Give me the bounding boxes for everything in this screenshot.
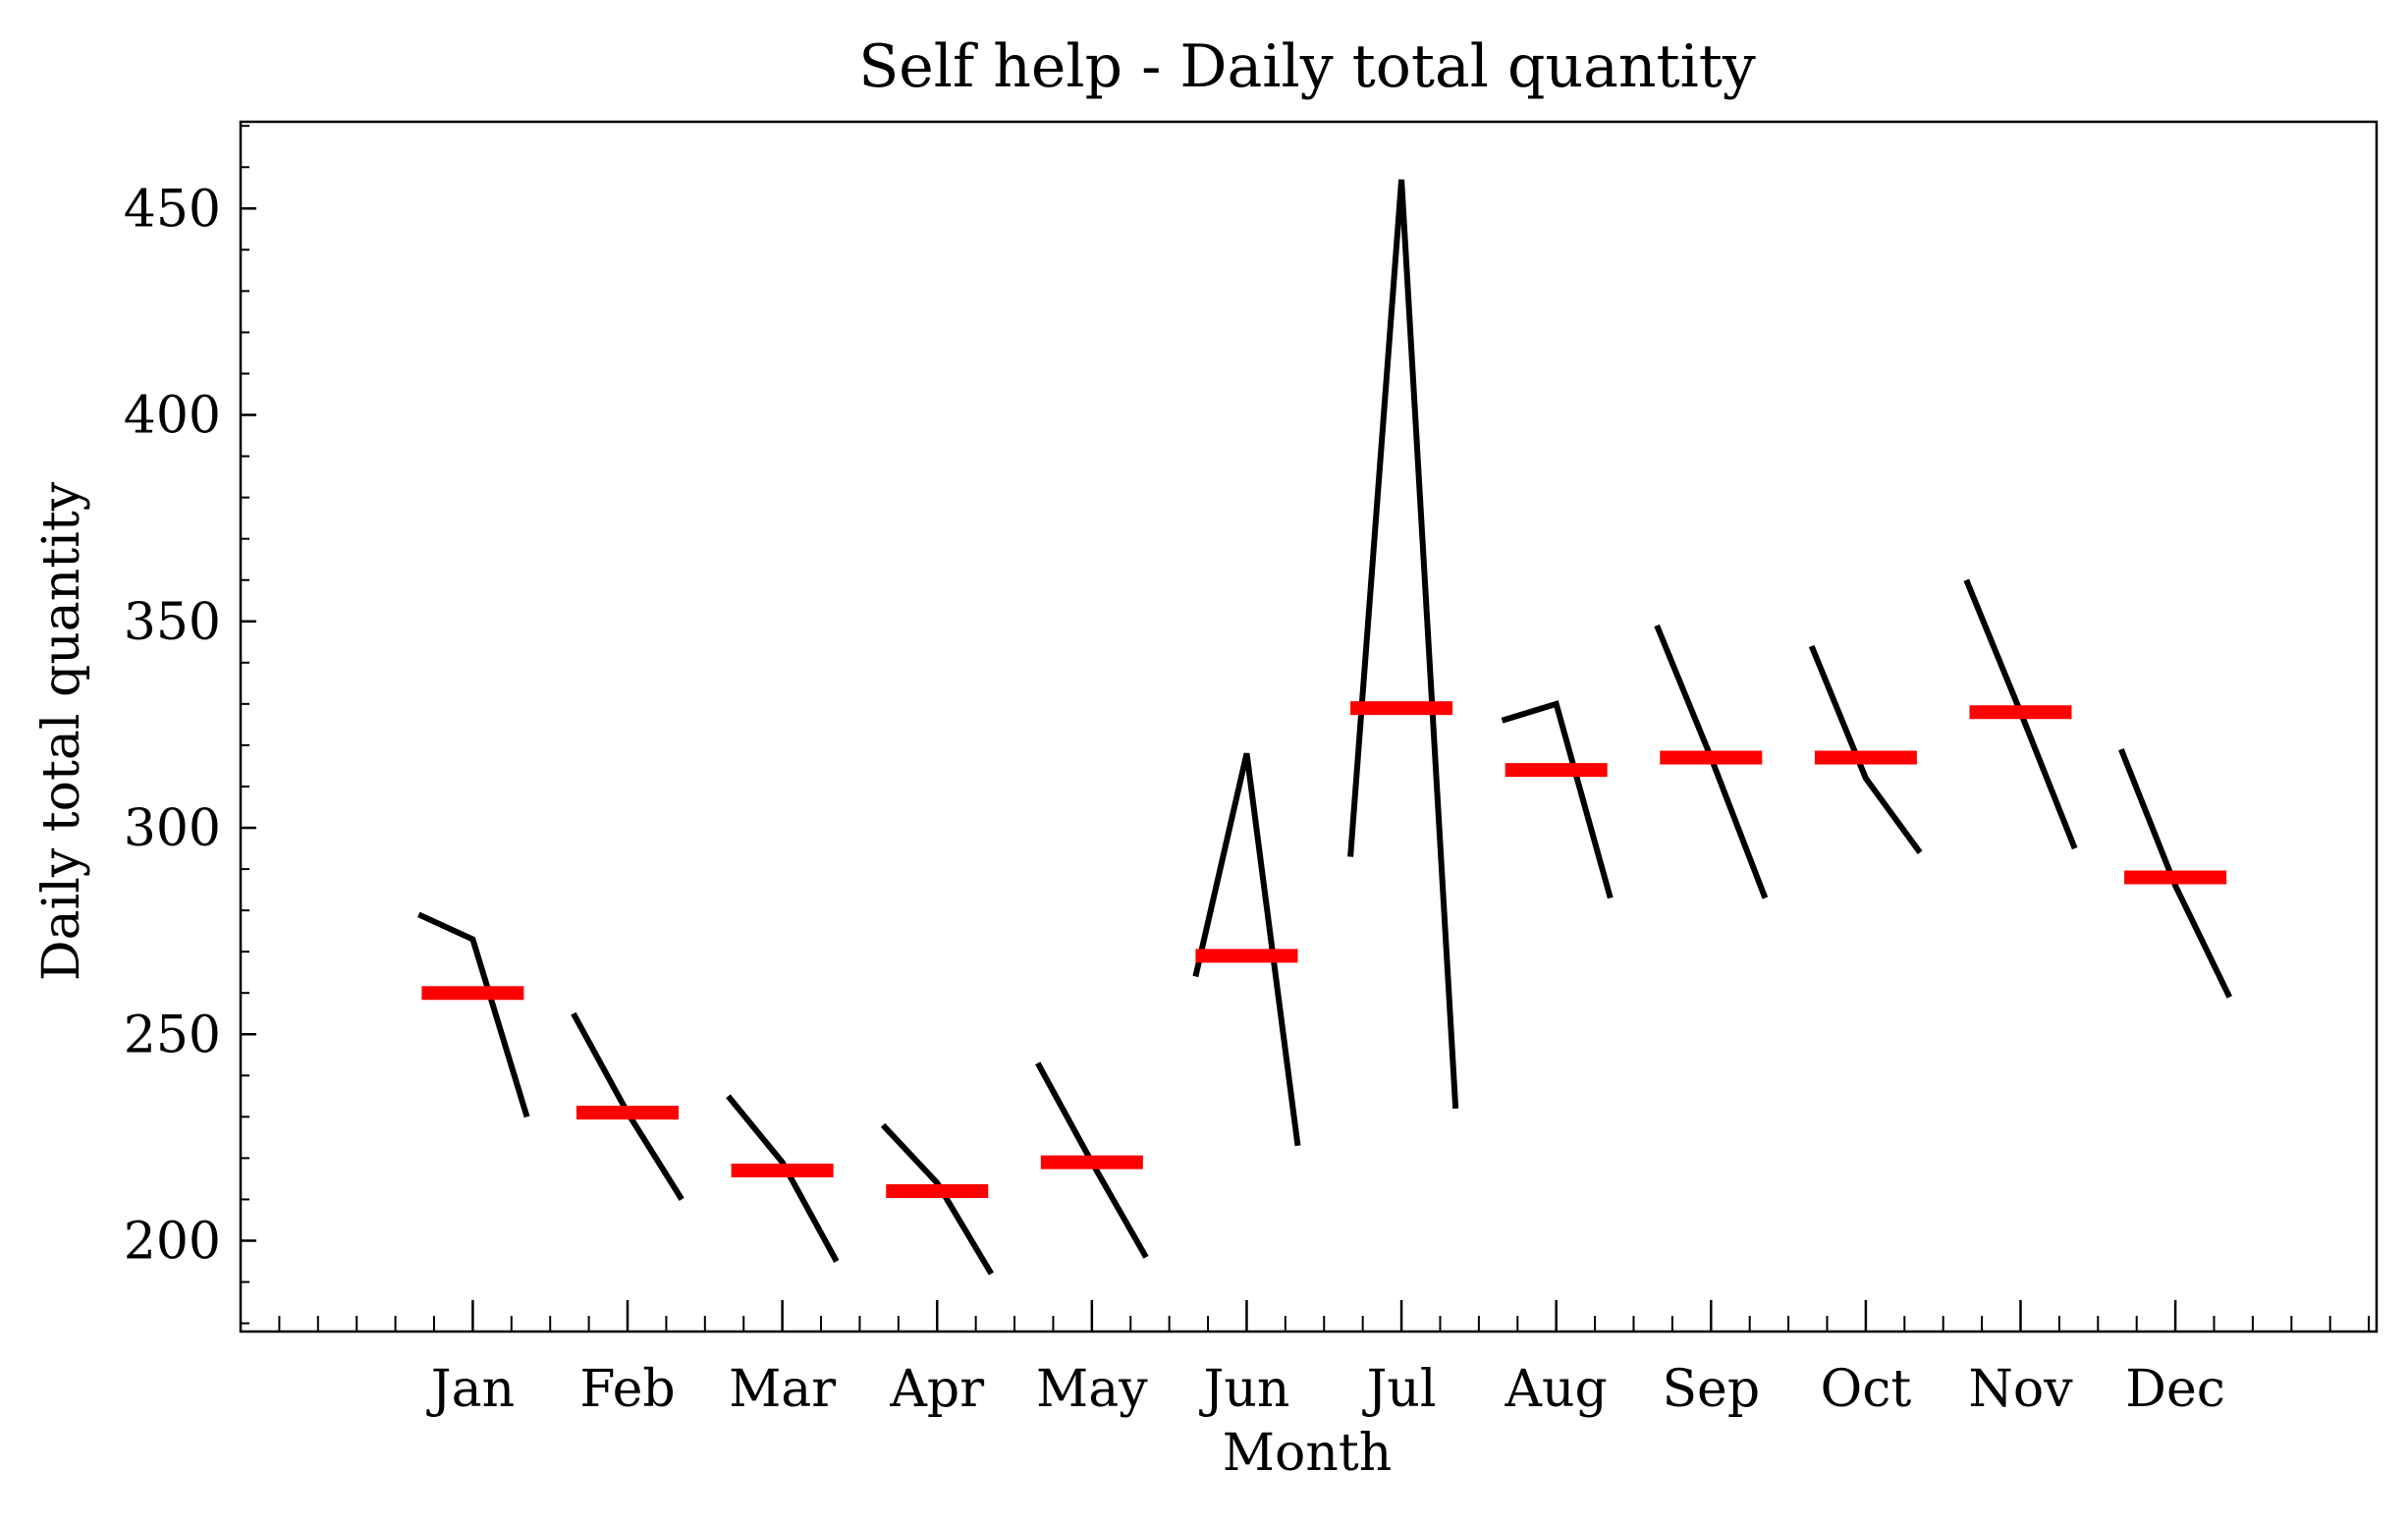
series-line-jul: [1347, 179, 1459, 1110]
y-tick-label: 350: [124, 593, 221, 652]
series-line-jan: [417, 911, 530, 1118]
x-tick-label-dec: Dec: [2125, 1360, 2225, 1419]
series-line-apr: [880, 1122, 994, 1276]
series-line-dec: [2118, 747, 2232, 999]
x-tick-label-jan: Jan: [426, 1360, 515, 1419]
y-tick-label: 300: [124, 799, 221, 858]
y-tick-label: 400: [124, 387, 221, 446]
x-tick-label-aug: Aug: [1505, 1360, 1608, 1419]
x-tick-label-apr: Apr: [889, 1360, 984, 1419]
x-tick-label-jun: Jun: [1199, 1360, 1290, 1419]
x-tick-label-mar: Mar: [729, 1360, 836, 1419]
series-line-mar: [726, 1094, 840, 1263]
y-tick-label: 250: [124, 1006, 221, 1064]
plot-frame: [239, 120, 2379, 1334]
x-tick-label-feb: Feb: [579, 1360, 675, 1419]
y-tick-label: 200: [124, 1212, 221, 1271]
series-line-aug: [1501, 700, 1614, 899]
plot-area: 200 250 300 350 400 450 Jan Feb Mar Apr May Jun Jul A…: [124, 120, 2379, 1419]
x-tick-label-oct: Oct: [1821, 1360, 1912, 1419]
series-line-oct: [1808, 644, 1923, 854]
y-axis-label: Daily total quantity: [32, 481, 91, 981]
series-line-jun: [1192, 752, 1301, 1147]
x-tick-label-nov: Nov: [1968, 1360, 2073, 1419]
y-tick-label: 450: [124, 180, 221, 239]
x-tick-label-sep: Sep: [1662, 1360, 1760, 1419]
x-axis-label: Month: [1223, 1424, 1392, 1483]
x-tick-label-jul: Jul: [1362, 1360, 1437, 1419]
chart-title: Self help - Daily total quantity: [858, 32, 1756, 101]
x-tick-label-may: May: [1036, 1360, 1148, 1419]
